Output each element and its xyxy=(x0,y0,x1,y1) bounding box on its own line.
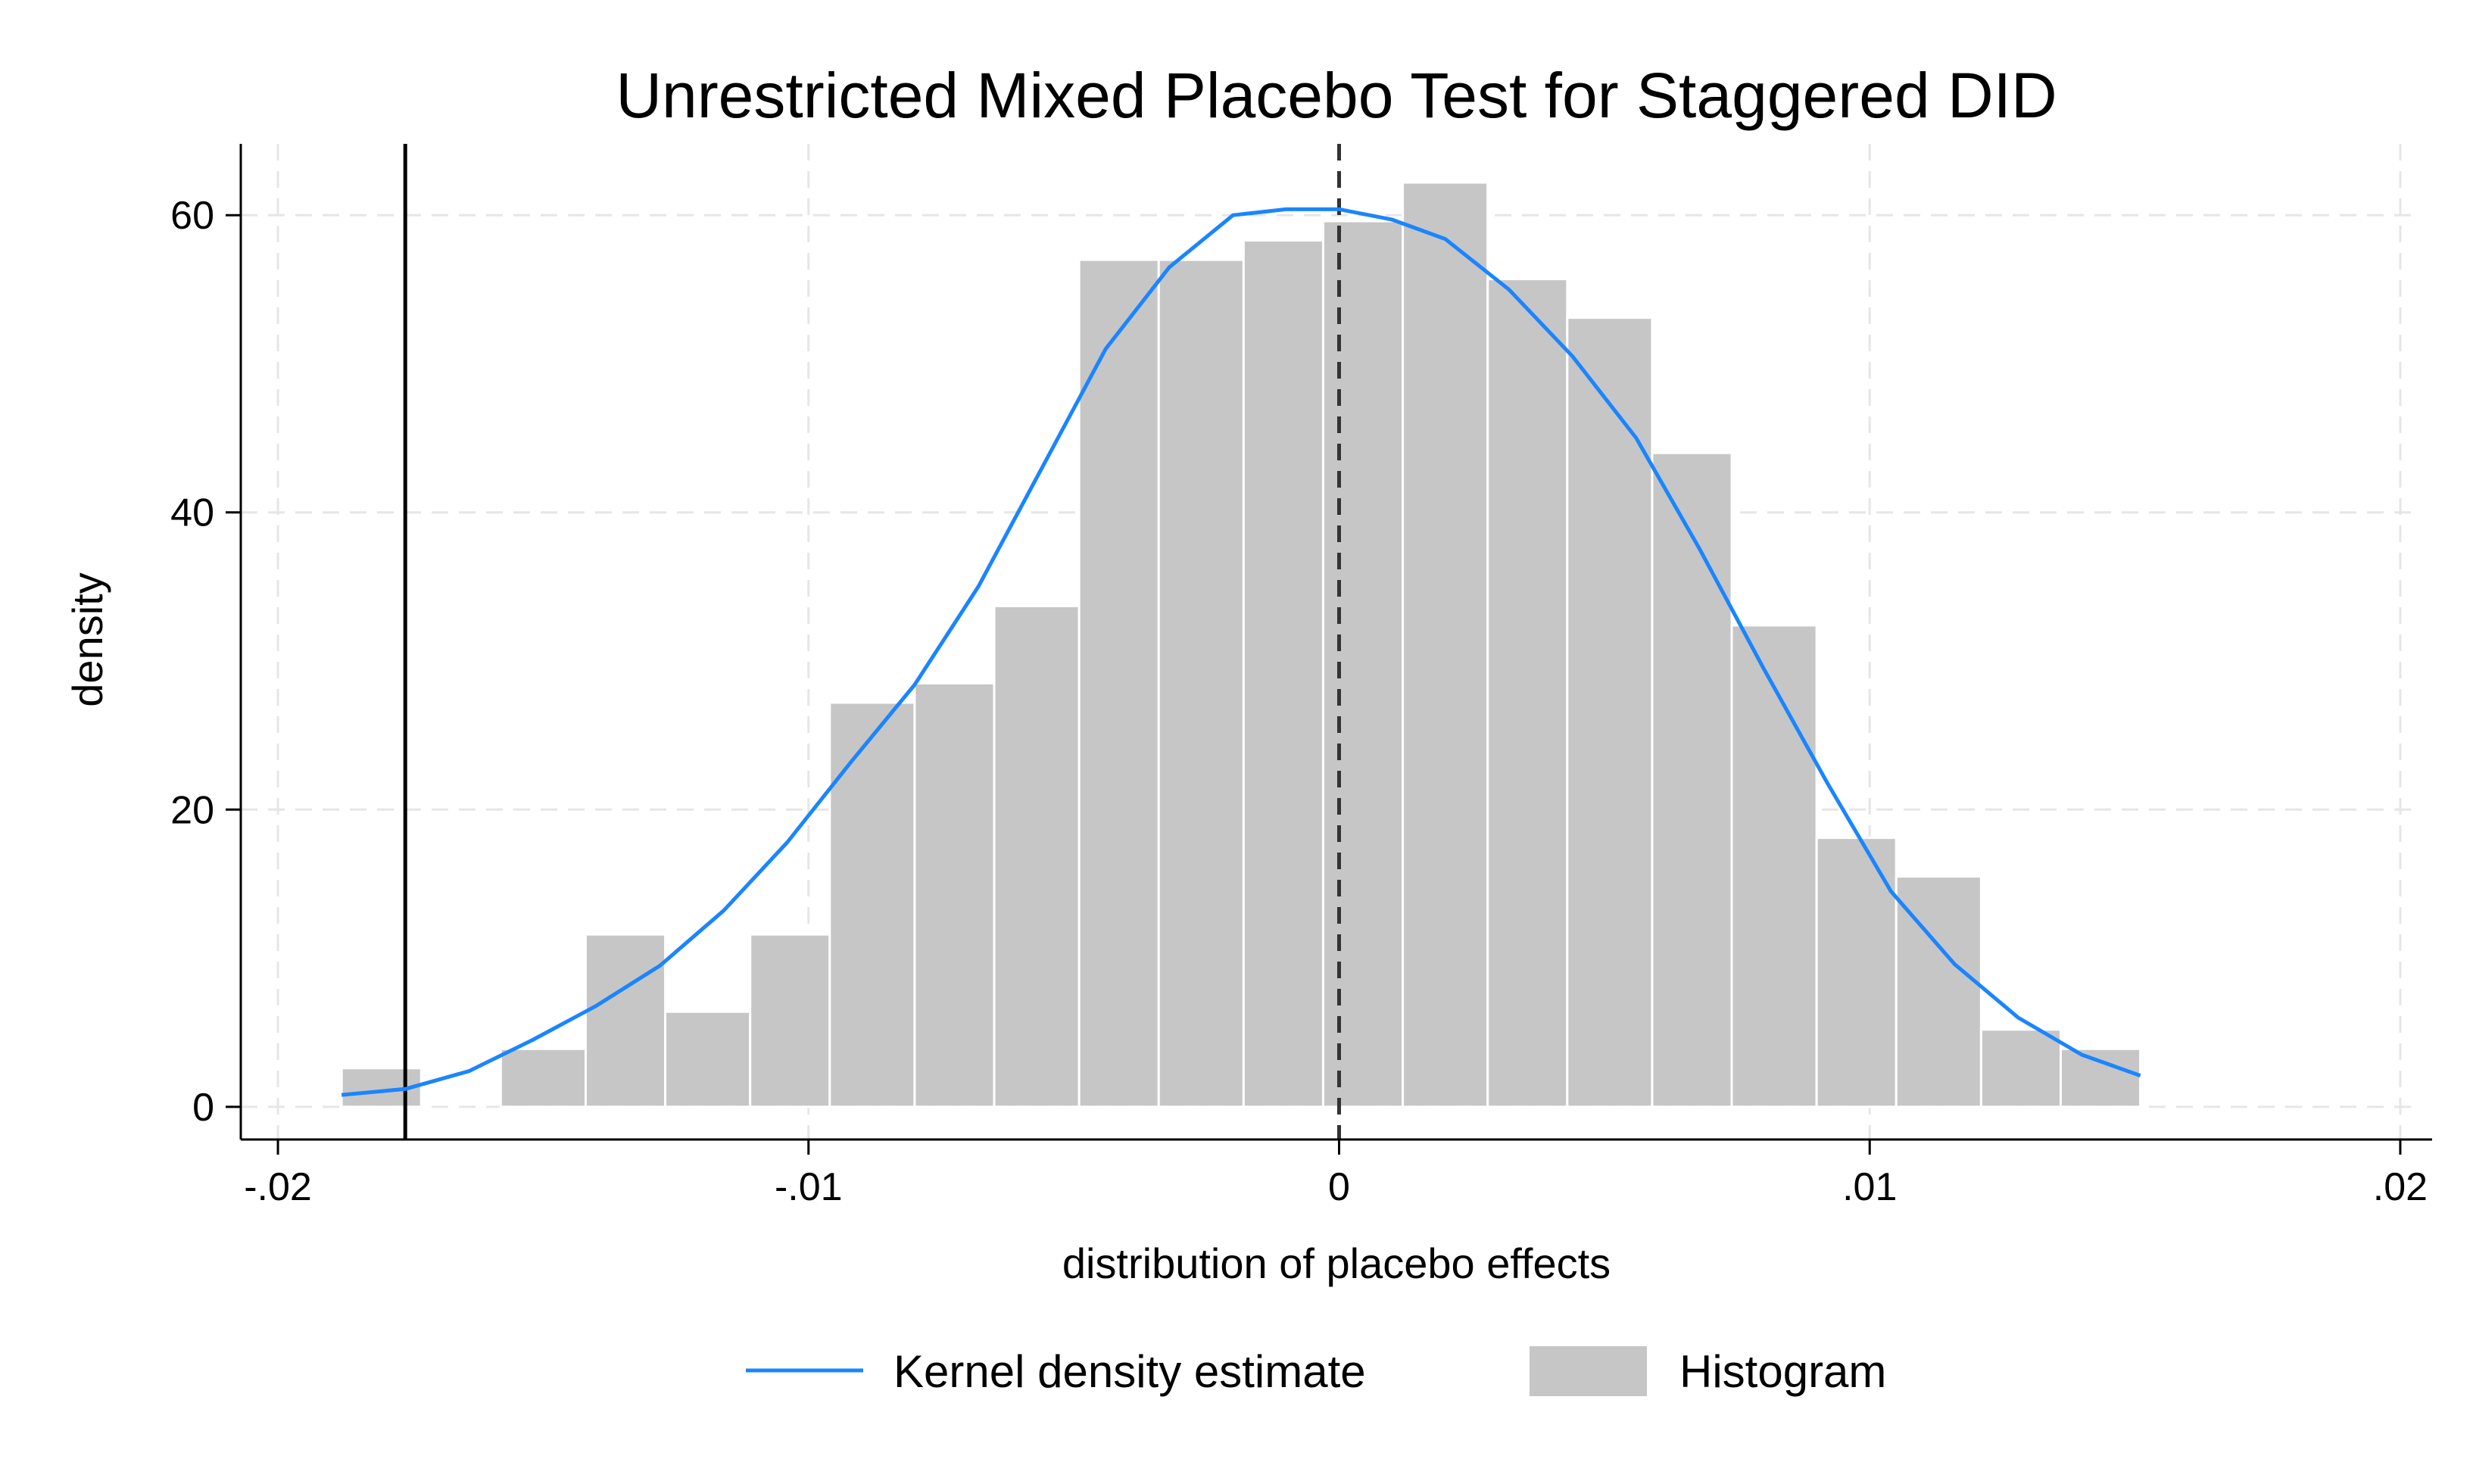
histogram-bar xyxy=(2059,1047,2142,1108)
histogram-bar xyxy=(1566,316,1654,1108)
histogram-bar xyxy=(1651,451,1733,1108)
histogram-bar xyxy=(1077,258,1160,1108)
histogram-bar xyxy=(1242,239,1324,1108)
histogram-bar xyxy=(1157,258,1245,1108)
legend-histogram-swatch xyxy=(1530,1346,1647,1396)
histogram-bar xyxy=(1979,1028,2062,1108)
histogram-bar xyxy=(584,933,667,1108)
chart-title: Unrestricted Mixed Placebo Test for Stag… xyxy=(616,60,2057,131)
histogram-bar xyxy=(1402,181,1489,1108)
histogram-bar xyxy=(828,701,916,1108)
x-tick-label: .01 xyxy=(1842,1165,1897,1209)
histogram-bar xyxy=(1730,624,1818,1108)
kde-layer xyxy=(341,207,2141,1097)
histogram-bar xyxy=(499,1047,587,1108)
y-tick-label: 60 xyxy=(170,194,214,238)
histogram-bars xyxy=(340,181,2142,1108)
x-axis-label: distribution of placebo effects xyxy=(1062,1239,1611,1287)
y-tick-label: 20 xyxy=(170,788,214,832)
y-tick-label: 0 xyxy=(192,1086,214,1130)
kde-line xyxy=(341,207,2141,1097)
y-axis-label: density xyxy=(64,572,111,706)
legend-histogram-label: Histogram xyxy=(1679,1346,1886,1397)
x-tick-label: -.01 xyxy=(775,1165,843,1209)
x-tick-label: 0 xyxy=(1328,1165,1350,1209)
x-tick-label: .02 xyxy=(2373,1165,2428,1209)
axes: 0 20 40 60 -.02 -.01 0 .01 .02 xyxy=(170,144,2432,1209)
histogram-bar xyxy=(1815,837,1898,1108)
histogram-bar xyxy=(1321,220,1405,1108)
y-tick-label: 40 xyxy=(170,491,214,535)
x-tick-label: -.02 xyxy=(244,1165,312,1209)
histogram-bar xyxy=(664,1010,752,1108)
histogram-bar xyxy=(749,933,831,1108)
histogram-bar xyxy=(1486,278,1569,1108)
legend: Kernel density estimate Histogram xyxy=(746,1346,1886,1397)
histogram-bar xyxy=(913,681,996,1108)
reference-lines xyxy=(403,144,1342,1140)
legend-kde-label: Kernel density estimate xyxy=(893,1346,1366,1397)
histogram-bar xyxy=(993,604,1081,1108)
